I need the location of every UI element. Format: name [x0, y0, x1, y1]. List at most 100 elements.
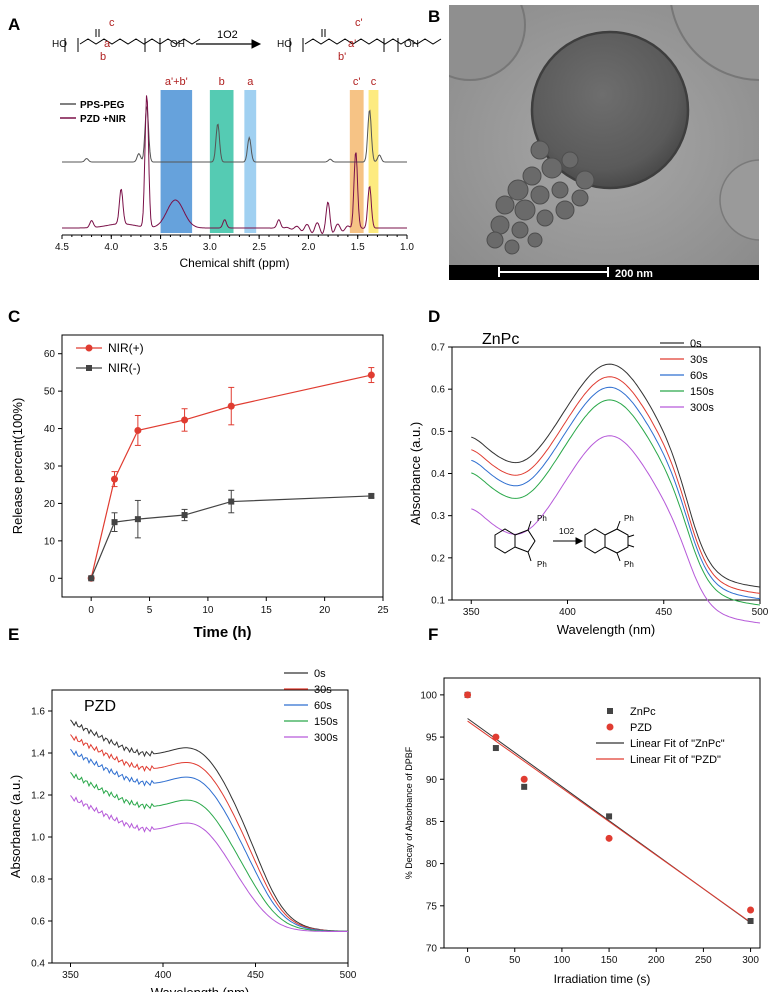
- x-tick-label: 300: [742, 955, 759, 966]
- znpc-absorbance-chart: 350 400 450 500 0.1 0.2 0.3 0.4 0.5 0.6 0.7 Wavelen…: [408, 331, 768, 637]
- legend-label-4: 300s: [314, 732, 338, 744]
- spectrum-3: [471, 399, 761, 606]
- y-tick-label: 30: [44, 462, 56, 473]
- y-tick-label: 1.4: [31, 749, 45, 760]
- legend-marker-0: [85, 344, 93, 352]
- scheme-right-c: c': [355, 17, 363, 29]
- x-tick-label: 5: [147, 605, 153, 616]
- data-point: [605, 834, 613, 842]
- y-tick-label: 40: [44, 424, 56, 435]
- y-tick-label: 0.8: [31, 875, 45, 886]
- legend-marker-1: [606, 723, 614, 731]
- band-label-0: a'+b': [165, 76, 188, 88]
- x-tick-label: 4.0: [104, 242, 118, 253]
- scheme-right-a: a': [348, 38, 356, 50]
- x-tick-label: 25: [377, 605, 389, 616]
- x-tick-label: 20: [319, 605, 331, 616]
- data-point: [747, 918, 754, 924]
- band-label-2: a: [247, 76, 254, 88]
- x-tick-label: 2.0: [301, 242, 315, 253]
- y-axis-title: Absorbance (a.u.): [408, 422, 423, 525]
- inset-ph-top-right: Ph: [624, 514, 634, 523]
- scale-bar-label: 200 nm: [615, 268, 653, 280]
- legend-label-4: 300s: [690, 402, 714, 414]
- legend-label-2: 60s: [314, 700, 332, 712]
- x-tick-label: 3.5: [154, 242, 168, 253]
- x-tick-label: 15: [261, 605, 273, 616]
- legend-label-1: 30s: [690, 354, 708, 366]
- band-label-4: c: [371, 76, 377, 88]
- x-tick-label: 4.5: [55, 242, 69, 253]
- dpbf-reaction-inset: Ph Ph 1O2 Ph Ph: [494, 514, 635, 569]
- data-point: [521, 783, 528, 790]
- y-tick-label: 60: [44, 349, 56, 360]
- data-point: [520, 775, 528, 783]
- x-axis-title: Wavelength (nm): [151, 985, 250, 992]
- nmr-series-1: [62, 95, 407, 235]
- inset-reagent: 1O2: [559, 527, 575, 536]
- tem-micrograph: 200 nm: [449, 5, 759, 280]
- y-axis-title: % Decay of Absorbance of DPBF: [404, 746, 414, 879]
- x-tick-label: 450: [247, 970, 264, 981]
- y-tick-label: 70: [426, 944, 438, 955]
- x-axis-title: Time (h): [193, 624, 251, 641]
- data-point: [368, 492, 375, 499]
- y-tick-label: 1.2: [31, 791, 45, 802]
- x-tick-label: 400: [559, 607, 576, 618]
- data-point: [606, 813, 613, 820]
- legend-fit-label-1: Linear Fit of "PZD": [630, 754, 721, 766]
- legend-label-0: 0s: [690, 338, 702, 350]
- panel-label-f: F: [428, 625, 438, 644]
- y-tick-label: 80: [426, 859, 438, 870]
- data-point: [227, 402, 235, 410]
- scheme-left-b: b: [100, 51, 106, 63]
- release-chart: 0 5 10 15 20 25 0 10 20 30 40 50 60 Time (h) Release p…: [10, 334, 389, 641]
- nmr-scheme: [64, 29, 442, 52]
- scheme-left-c: c: [109, 17, 115, 29]
- legend-label-0: NIR(+): [108, 341, 144, 355]
- y-tick-label: 95: [426, 733, 438, 744]
- scheme-reagent: 1O2: [217, 29, 238, 41]
- y-tick-label: 100: [420, 690, 437, 701]
- spectrum-4: [70, 795, 348, 932]
- y-tick-label: 50: [44, 387, 56, 398]
- legend-label-1: PZD +NIR: [80, 114, 127, 125]
- x-tick-label: 350: [463, 607, 480, 618]
- panel-label-b: B: [428, 7, 440, 26]
- y-tick-label: 75: [426, 901, 438, 912]
- inset-ph-top-left: Ph: [537, 514, 547, 523]
- legend-label-3: 150s: [314, 716, 338, 728]
- data-point: [111, 519, 118, 526]
- y-tick-label: 1.0: [31, 833, 45, 844]
- x-tick-label: 250: [695, 955, 712, 966]
- spectrum-1: [70, 734, 348, 932]
- data-point: [181, 512, 188, 519]
- spectrum-0: [70, 719, 349, 932]
- plot-frame: [51, 689, 349, 964]
- data-point: [747, 906, 755, 914]
- x-tick-label: 0: [88, 605, 94, 616]
- chart-title: PZD: [84, 698, 116, 715]
- y-tick-label: 10: [44, 536, 56, 547]
- legend-label-1: 30s: [314, 684, 332, 696]
- data-point: [134, 426, 142, 434]
- y-tick-label: 0.4: [31, 959, 45, 970]
- legend-label-3: 150s: [690, 386, 714, 398]
- highlight-band-4: [368, 90, 379, 233]
- legend-label-2: 60s: [690, 370, 708, 382]
- x-axis-title: Irradiation time (s): [554, 972, 651, 986]
- y-tick-label: 0.2: [431, 553, 445, 564]
- series-line-0: [90, 374, 372, 579]
- y-tick-label: 85: [426, 817, 438, 828]
- nmr-scheme-labels: HO a b c OH 1O2 HO a' b' c' OH: [52, 17, 419, 63]
- y-tick-label: 0: [49, 574, 55, 585]
- x-tick-label: 350: [62, 970, 79, 981]
- x-tick-label: 500: [340, 970, 357, 981]
- x-tick-label: 50: [509, 955, 521, 966]
- x-tick-label: 10: [202, 605, 214, 616]
- spectrum-4: [471, 435, 761, 624]
- x-tick-label: 100: [554, 955, 571, 966]
- y-tick-label: 0.3: [431, 511, 445, 522]
- chart-title: ZnPc: [482, 331, 519, 348]
